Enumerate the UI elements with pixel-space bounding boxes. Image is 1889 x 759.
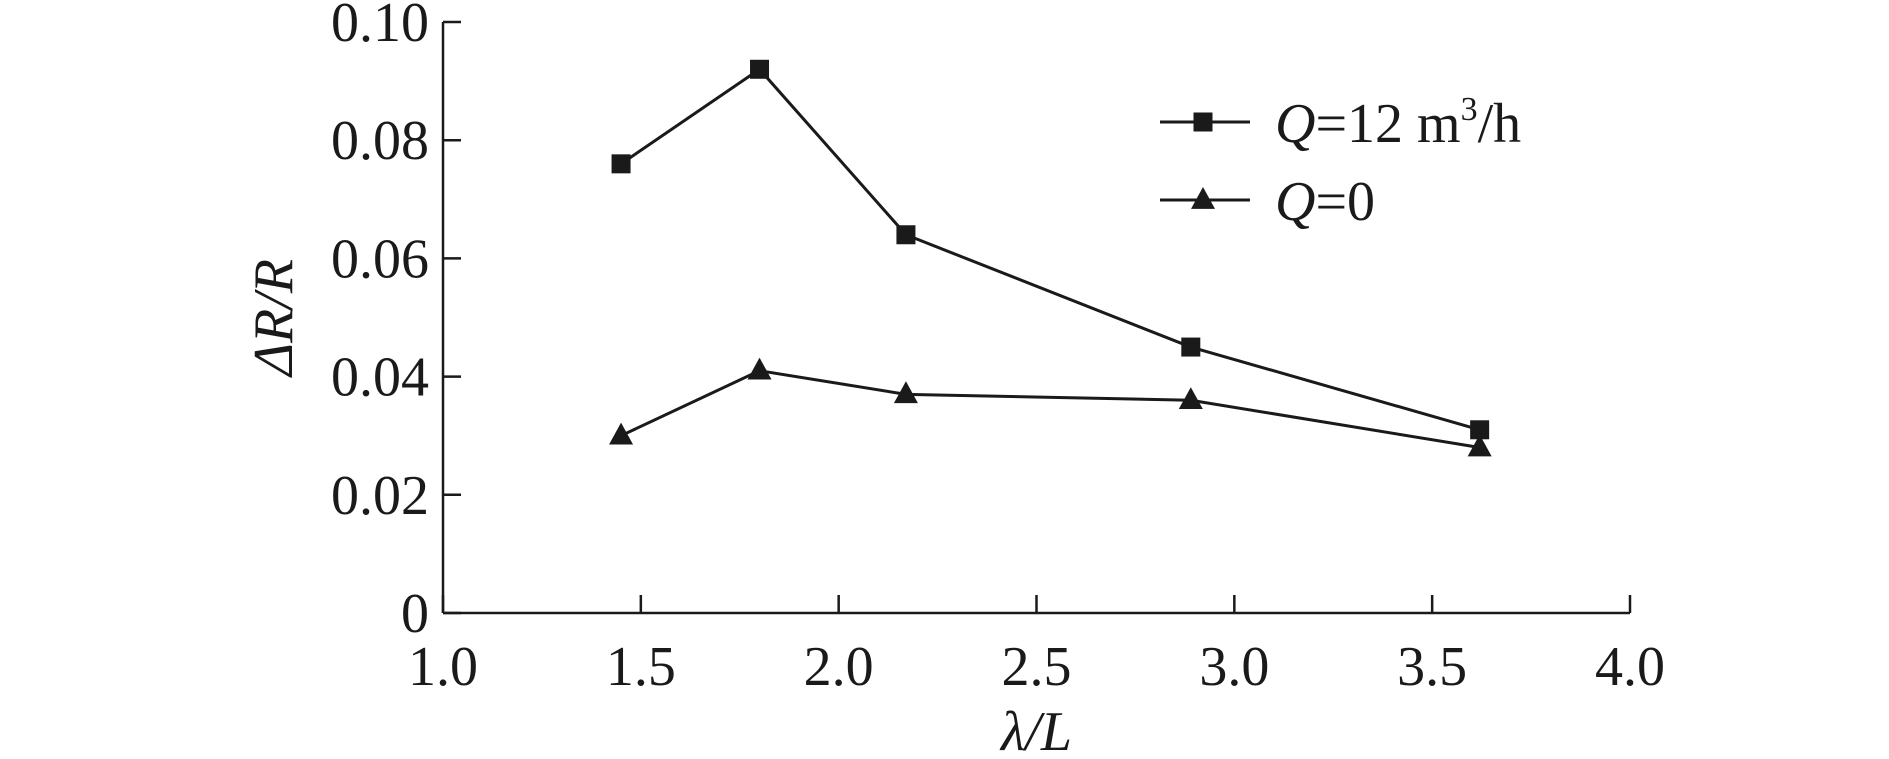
data-point-triangle xyxy=(1178,387,1203,410)
legend: Q=12 m3/h Q=0 xyxy=(1160,91,1521,233)
x-tick-label: 4.0 xyxy=(1595,636,1665,698)
x-tick-label: 2.5 xyxy=(1002,636,1072,698)
y-tick-label: 0.08 xyxy=(331,110,429,172)
x-axis-title: λ/L xyxy=(999,701,1072,759)
series-group xyxy=(609,59,1492,457)
data-point-square xyxy=(1470,420,1490,440)
x-tick-label: 3.5 xyxy=(1397,636,1467,698)
x-tick-label: 1.5 xyxy=(606,636,676,698)
data-point-triangle xyxy=(747,357,772,380)
y-tick-label: 0.04 xyxy=(331,347,429,409)
data-point-square xyxy=(896,225,916,245)
legend-marker-triangle xyxy=(1191,186,1215,209)
y-tick-label: 0.10 xyxy=(331,0,429,54)
data-point-square xyxy=(750,59,770,79)
x-tick-label: 1.0 xyxy=(408,636,478,698)
x-tick-label: 3.0 xyxy=(1199,636,1269,698)
legend-marker-square xyxy=(1193,112,1213,132)
x-tick-label: 2.0 xyxy=(804,636,874,698)
legend-item: Q=12 m3/h xyxy=(1160,91,1521,155)
series-line xyxy=(620,369,1480,450)
data-point-square xyxy=(611,154,631,174)
data-point-triangle xyxy=(893,381,918,404)
data-point-triangle xyxy=(1467,434,1492,457)
y-tick-label: 0.02 xyxy=(331,465,429,527)
y-tick-label: 0.06 xyxy=(331,228,429,290)
data-point-square xyxy=(1181,337,1201,357)
series-q12 xyxy=(611,59,1490,440)
legend-label: Q=0 xyxy=(1275,171,1375,233)
x-ticks: 1.0 1.5 2.0 2.5 3.0 3.5 4.0 xyxy=(408,595,1665,698)
y-axis-title: ΔR/R xyxy=(243,259,305,378)
y-tick-label: 0 xyxy=(401,583,429,645)
y-ticks: 0 0.02 0.04 0.06 0.08 0.10 xyxy=(331,0,461,645)
legend-label: Q=12 m3/h xyxy=(1275,91,1521,155)
series-q0 xyxy=(609,357,1492,457)
legend-item: Q=0 xyxy=(1160,171,1375,233)
data-point-triangle xyxy=(609,422,634,445)
